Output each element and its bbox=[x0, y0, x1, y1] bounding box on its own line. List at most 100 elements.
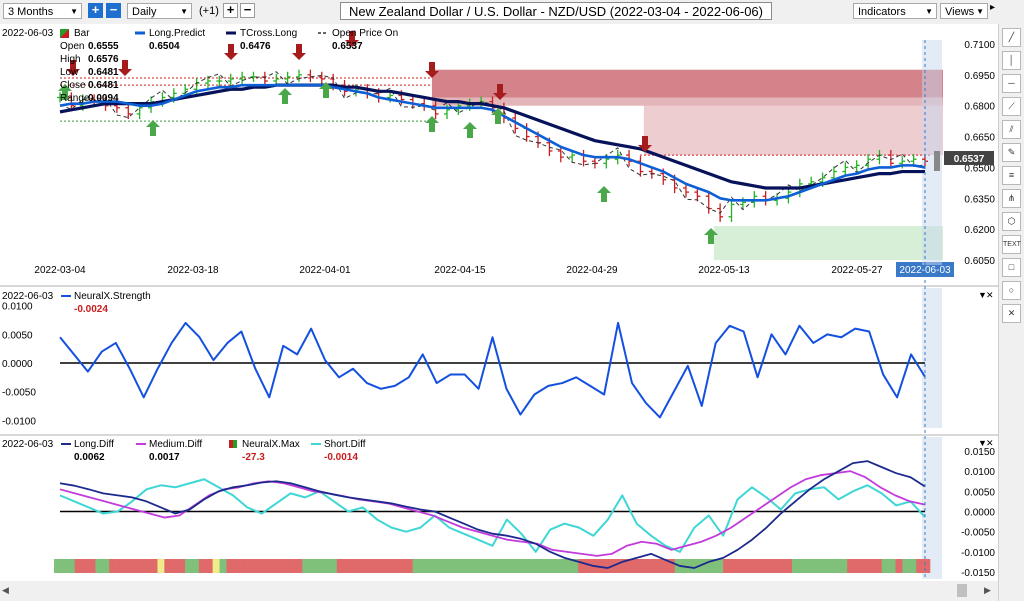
ohlc-value: 0.0094 bbox=[88, 93, 119, 104]
neural-max-cell bbox=[233, 559, 241, 573]
legend-name: Long.Predict bbox=[149, 28, 205, 39]
neural-max-cell bbox=[854, 559, 862, 573]
buy-arrow-icon bbox=[319, 82, 333, 98]
neural-max-cell bbox=[805, 559, 814, 573]
sell-arrow-icon bbox=[118, 60, 132, 76]
price-y-tick: 0.6950 bbox=[964, 71, 995, 82]
neural-max-cell bbox=[771, 559, 779, 573]
diff-legend-value: 0.0017 bbox=[149, 452, 180, 463]
neural-max-cell bbox=[336, 559, 345, 573]
interval-select[interactable]: Daily ▼ bbox=[127, 3, 192, 19]
neural-max-cell bbox=[323, 559, 331, 573]
price-y-tick: 0.6800 bbox=[964, 102, 995, 113]
short-diff-line bbox=[59, 478, 926, 553]
chart-title: New Zealand Dollar / U.S. Dollar - NZD/U… bbox=[340, 2, 772, 20]
diff-legend-value: 0.0062 bbox=[74, 452, 105, 463]
neural-max-cell bbox=[495, 559, 503, 573]
channel-tool-icon[interactable]: ⫽ bbox=[1002, 120, 1021, 139]
scroll-thumb[interactable] bbox=[957, 584, 967, 597]
chart-area[interactable]: 0.7100 0.6950 0.6800 0.6650 0.6500 0.6350 0.62… bbox=[0, 0, 998, 581]
scroll-left-icon[interactable]: ◀ bbox=[2, 585, 9, 595]
buy-arrow-icon bbox=[425, 116, 439, 132]
ray-tool-icon[interactable]: ⟋ bbox=[1002, 97, 1021, 116]
price-y-tick: 0.7100 bbox=[964, 40, 995, 51]
neural-max-cell bbox=[812, 559, 820, 573]
scroll-right-icon[interactable]: ▶ bbox=[984, 585, 991, 595]
neural-max-cell bbox=[647, 559, 655, 573]
horizontal-line-tool-icon[interactable]: ─ bbox=[1002, 74, 1021, 93]
brush-tool-icon[interactable]: ✎ bbox=[1002, 143, 1021, 162]
chevron-down-icon: ▼ bbox=[925, 7, 933, 16]
ellipse-tool-icon[interactable]: ○ bbox=[1002, 281, 1021, 300]
current-price-label: 0.6537 bbox=[954, 154, 985, 165]
sell-arrow-icon bbox=[292, 44, 306, 60]
sell-arrow-icon bbox=[66, 60, 80, 76]
buy-arrow-icon bbox=[463, 122, 477, 138]
long-predict-line bbox=[59, 83, 926, 202]
neural-max-cell bbox=[150, 559, 158, 573]
diff-legend-value: -0.0014 bbox=[324, 452, 358, 463]
neural-max-cell bbox=[116, 559, 124, 573]
price-x-tick: 2022-03-04 bbox=[34, 265, 86, 276]
neural-max-cell bbox=[226, 559, 234, 573]
ohlc-label: Open bbox=[60, 41, 84, 52]
ohlc-value: 0.6555 bbox=[88, 41, 119, 52]
views-button[interactable]: Views ▼ bbox=[940, 3, 988, 19]
fib-tool-icon[interactable]: ≡ bbox=[1002, 166, 1021, 185]
strength-y-tick: -0.0050 bbox=[2, 388, 36, 399]
strength-y-tick: 0.0100 bbox=[2, 302, 33, 313]
neural-max-cell bbox=[888, 559, 896, 573]
shape-tool-icon[interactable]: ⬡ bbox=[1002, 212, 1021, 231]
neural-max-cell bbox=[667, 559, 676, 573]
rectangle-tool-icon[interactable]: □ bbox=[1002, 258, 1021, 277]
neural-max-cell bbox=[488, 559, 496, 573]
period-select-label: 3 Months bbox=[8, 6, 54, 18]
ohlc-label: Close bbox=[60, 80, 86, 91]
pin-icon[interactable]: ▸ bbox=[990, 2, 996, 13]
neural-max-cell bbox=[598, 559, 607, 573]
zoom-out-button[interactable]: − bbox=[106, 3, 121, 18]
buy-zone bbox=[713, 226, 943, 260]
ohlc-label: Low bbox=[60, 67, 79, 78]
text-tool-icon[interactable]: TEXT bbox=[1002, 235, 1021, 254]
offset-plus-button[interactable]: + bbox=[223, 3, 238, 18]
neural-max-cell bbox=[295, 559, 303, 573]
drawing-toolbar: ╱ │ ─ ⟋ ⫽ ✎ ≡ ⋔ ⬡ TEXT □ ○ ✕ bbox=[998, 24, 1024, 601]
neural-max-cell bbox=[454, 559, 462, 573]
strength-date-label: 2022-06-03 bbox=[2, 291, 54, 302]
neural-max-icon bbox=[233, 440, 237, 448]
neural-max-cell bbox=[902, 559, 910, 573]
neural-max-cell bbox=[909, 559, 917, 573]
panel-collapse-icon: ▼ bbox=[978, 290, 987, 300]
neural-max-cell bbox=[660, 559, 669, 573]
period-select[interactable]: 3 Months ▼ bbox=[3, 3, 82, 19]
sell-arrow-icon bbox=[425, 62, 439, 78]
offset-minus-button[interactable]: − bbox=[240, 3, 255, 18]
neural-strength-line bbox=[59, 321, 926, 419]
pitchfork-tool-icon[interactable]: ⋔ bbox=[1002, 189, 1021, 208]
zoom-in-button[interactable]: + bbox=[88, 3, 103, 18]
neural-max-cell bbox=[509, 559, 517, 573]
buy-arrow-icon bbox=[704, 228, 718, 244]
diff-y-tick: 0.0000 bbox=[964, 508, 995, 519]
trend-line-tool-icon[interactable]: ╱ bbox=[1002, 28, 1021, 47]
legend-layer: 2022-06-03 Bar Long.Predict 0.6504 TCross.Lo… bbox=[2, 28, 994, 578]
vertical-line-tool-icon[interactable]: │ bbox=[1002, 51, 1021, 70]
neural-max-cell bbox=[826, 559, 834, 573]
legend-value: 0.6476 bbox=[240, 41, 271, 52]
price-x-tick: 2022-04-01 bbox=[299, 265, 351, 276]
neural-max-cell bbox=[185, 559, 193, 573]
horizontal-scrollbar[interactable]: ◀ ▶ bbox=[0, 581, 998, 601]
neural-max-cell bbox=[861, 559, 869, 573]
neural-max-icon bbox=[229, 440, 233, 448]
delete-drawings-icon[interactable]: ✕ bbox=[1002, 304, 1021, 323]
neural-max-cell bbox=[419, 559, 427, 573]
neural-max-cell bbox=[88, 559, 96, 573]
neural-max-cell bbox=[267, 559, 276, 573]
neural-max-cell bbox=[281, 559, 289, 573]
neural-max-cell bbox=[191, 559, 200, 573]
neural-max-cell bbox=[440, 559, 448, 573]
price-y-tick: 0.6650 bbox=[964, 133, 995, 144]
indicators-button[interactable]: Indicators ▼ bbox=[853, 3, 937, 19]
sell-zone-upper bbox=[431, 69, 943, 98]
